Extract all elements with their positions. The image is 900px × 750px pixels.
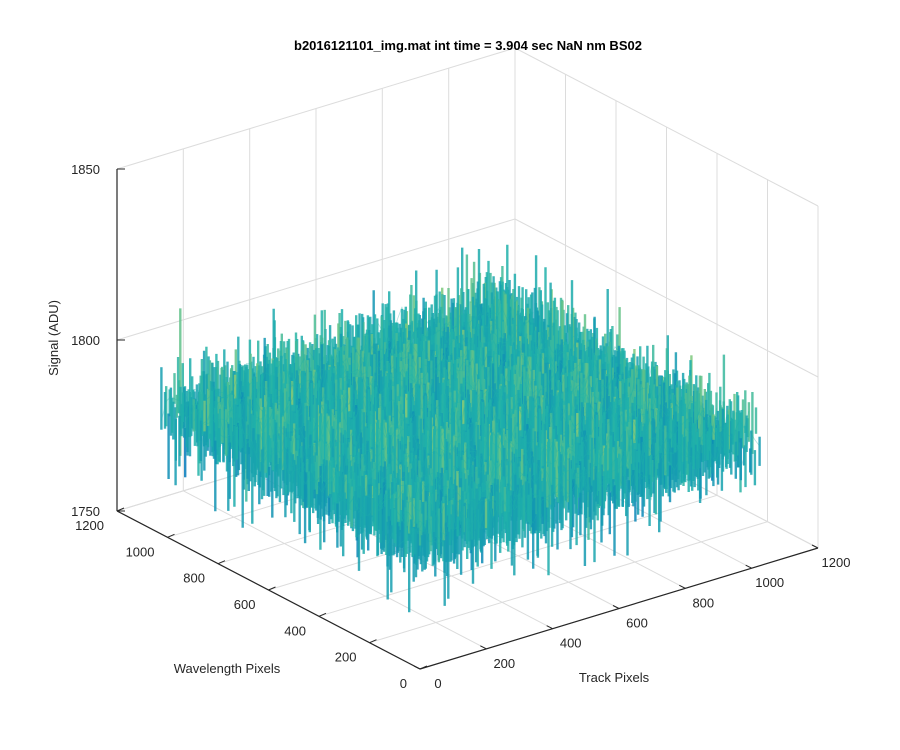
- grid-line-wall-z: [514, 218, 819, 378]
- grid-line-wall-z: [514, 47, 819, 207]
- grid-line-wall-z: [116, 47, 516, 170]
- grid-line-wall-z: [116, 218, 516, 341]
- surface-mesh: [160, 244, 761, 613]
- grid-line-floor-y: [369, 521, 768, 644]
